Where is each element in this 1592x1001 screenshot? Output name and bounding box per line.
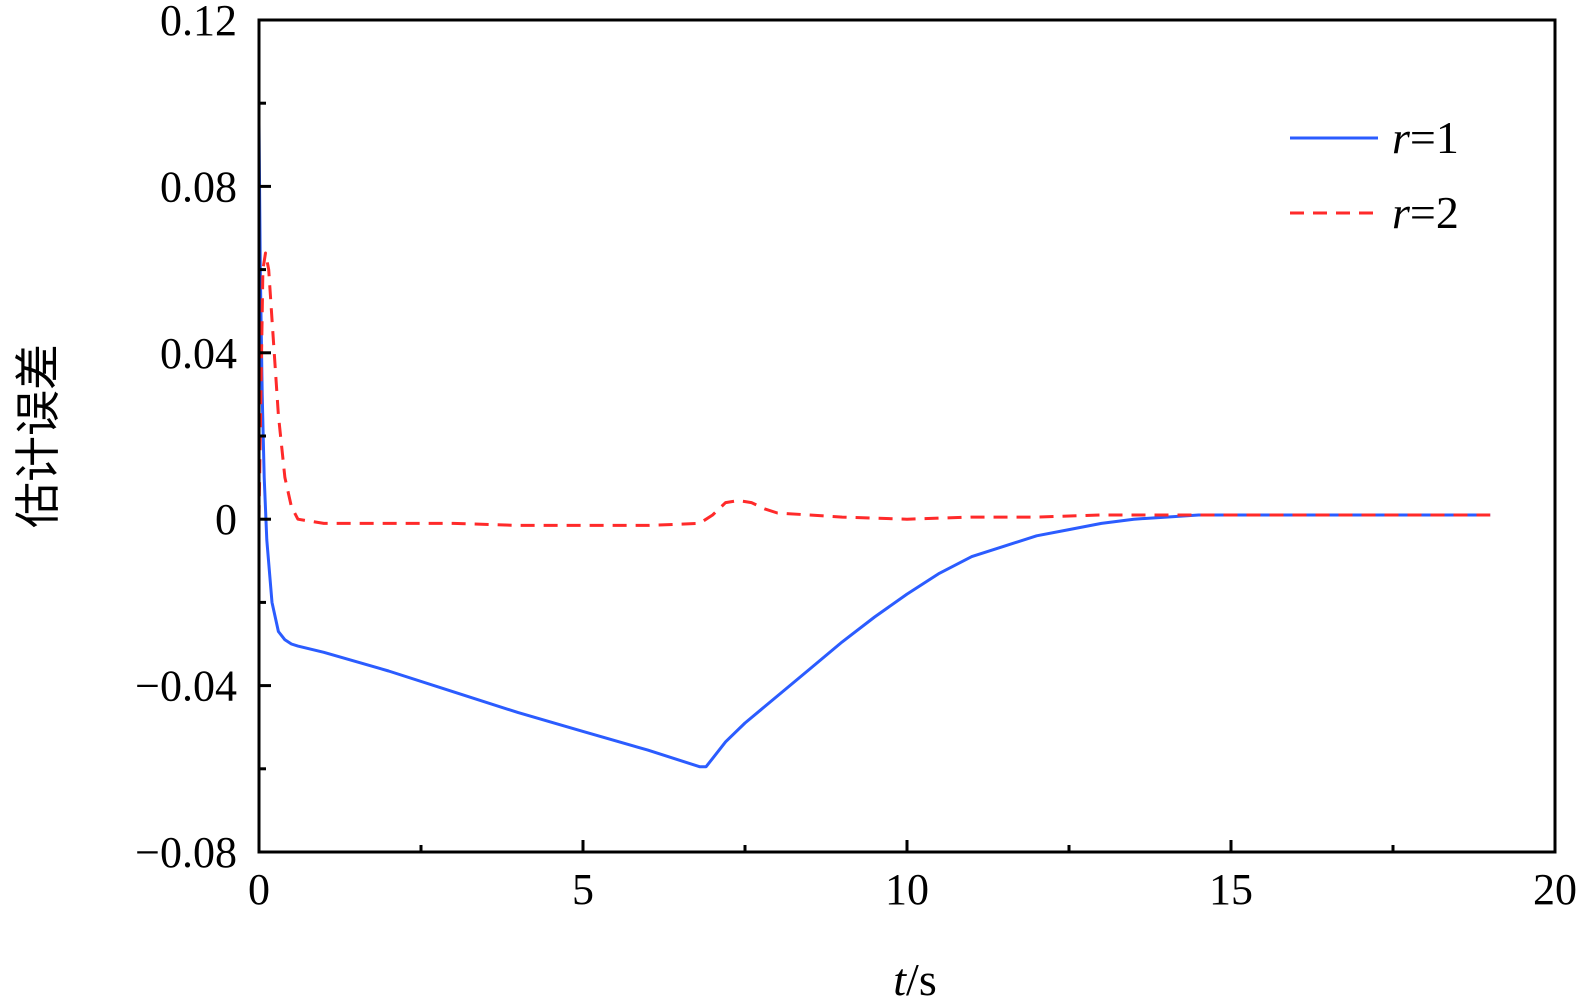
- legend-label-r2-var: r: [1392, 187, 1411, 238]
- ticks-layer: 0 5 10 15 20 0.12 0.08 0.04 0 −0.04 −0.08: [135, 0, 1577, 914]
- x-axis-label-unit: /s: [906, 954, 937, 1001]
- x-tick-label: 15: [1209, 865, 1253, 914]
- y-tick-label: 0.04: [160, 329, 237, 378]
- y-tick-label: 0.08: [160, 162, 237, 211]
- y-tick-label: 0.12: [160, 0, 237, 45]
- x-axis-label: t/s: [893, 954, 936, 1001]
- y-tick-label: −0.08: [135, 828, 237, 877]
- legend-label-r1-suffix: =1: [1410, 112, 1459, 163]
- series-line-r1: [257, 123, 1491, 769]
- legend-label-r1-var: r: [1392, 112, 1411, 163]
- plot-frame: [257, 18, 1557, 854]
- x-tick-label: 20: [1533, 865, 1577, 914]
- x-tick-label: 10: [885, 865, 929, 914]
- legend: r=1 r=2: [1290, 112, 1459, 238]
- x-tick-label: 0: [248, 865, 270, 914]
- x-axis-label-var: t: [893, 954, 907, 1001]
- legend-label-r1: r=1: [1392, 112, 1459, 163]
- legend-label-r2: r=2: [1392, 187, 1459, 238]
- y-tick-label: −0.04: [135, 662, 237, 711]
- x-tick-label: 5: [572, 865, 594, 914]
- y-tick-label: 0: [215, 495, 237, 544]
- series-line-r2: [257, 251, 1491, 527]
- series-layer: [257, 123, 1491, 769]
- y-axis-label: 估计误差: [13, 344, 64, 528]
- legend-label-r2-suffix: =2: [1410, 187, 1459, 238]
